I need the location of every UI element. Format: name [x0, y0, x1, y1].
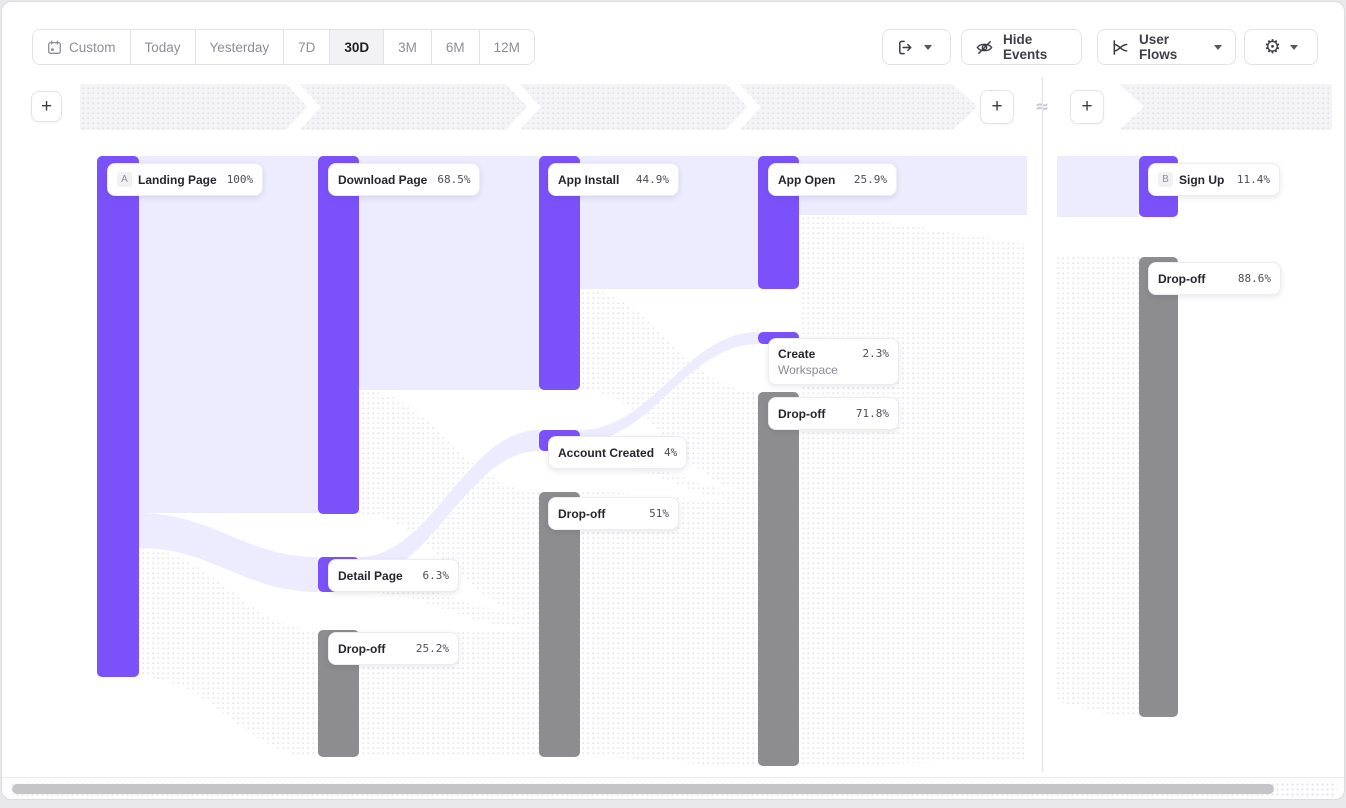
- calendar-icon: [48, 39, 61, 54]
- node-bar-download[interactable]: [318, 156, 359, 514]
- node-card-workspace[interactable]: Create 2.3% Workspace: [768, 338, 899, 385]
- chevron-down-icon: [924, 44, 932, 50]
- flow-landing-to-dropoff1: [139, 548, 318, 757]
- date-range-12m[interactable]: 12M: [479, 30, 534, 64]
- date-range-yesterday[interactable]: Yesterday: [195, 30, 285, 64]
- node-percent: 25.9%: [853, 173, 887, 186]
- add-step-button-after-a[interactable]: +: [980, 90, 1014, 124]
- node-percent: 6.3%: [422, 569, 450, 582]
- export-icon: [899, 40, 912, 54]
- step-band-a[interactable]: [80, 77, 978, 137]
- step-chevron-separator: [726, 77, 761, 137]
- node-card-dropoff3[interactable]: Drop-off 71.8%: [768, 397, 899, 430]
- date-range-label: Yesterday: [209, 39, 270, 55]
- date-range-custom[interactable]: Custom: [33, 30, 131, 64]
- node-title: Account Created: [558, 445, 655, 460]
- node-title: Landing Page: [138, 172, 217, 187]
- node-card-signup[interactable]: B Sign Up 11.4%: [1148, 163, 1280, 196]
- gear-icon: ⚙: [1263, 35, 1282, 58]
- node-card-landing[interactable]: A Landing Page 100%: [107, 163, 264, 196]
- hide-events-button[interactable]: Hide Events: [961, 29, 1082, 65]
- dropoff-flows: [139, 215, 1139, 766]
- chevron-down-icon: [1214, 44, 1222, 50]
- chevron-down-icon: [1290, 44, 1299, 50]
- node-percent: 25.2%: [415, 642, 449, 655]
- date-range-label: 7D: [298, 39, 316, 55]
- date-range-today[interactable]: Today: [130, 30, 196, 64]
- node-card-dropoff1[interactable]: Drop-off 25.2%: [328, 632, 459, 665]
- add-step-button-before-b[interactable]: +: [1070, 90, 1104, 124]
- date-range-label: 6M: [445, 39, 465, 55]
- horizontal-scrollbar-thumb[interactable]: [12, 784, 1274, 794]
- node-card-account[interactable]: Account Created 4%: [548, 436, 688, 469]
- node-percent: 2.3%: [862, 347, 890, 360]
- node-percent: 51%: [649, 507, 669, 520]
- node-card-detail[interactable]: Detail Page 6.3%: [328, 559, 459, 592]
- view-selector-label: User Flows: [1139, 32, 1178, 62]
- step-letter-chip: B: [1158, 172, 1173, 187]
- flow-left-edge-to-dropoff4: [1057, 254, 1139, 717]
- view-selector-button[interactable]: User Flows: [1097, 29, 1236, 65]
- flow-detail-to-account: [359, 430, 539, 578]
- flow-landing-to-download: [139, 156, 318, 513]
- node-percent: 71.8%: [855, 407, 889, 420]
- node-percent: 100%: [226, 173, 254, 186]
- node-card-dropoff4[interactable]: Drop-off 88.6%: [1148, 262, 1281, 295]
- step-chevron-separator: [506, 77, 541, 137]
- node-card-download[interactable]: Download Page 68.5%: [328, 163, 481, 196]
- node-title: Drop-off: [338, 641, 386, 656]
- date-range-segmented-control: Custom Today Yesterday 7D 30D 3M 6M 12M: [32, 29, 535, 65]
- node-title: Sign Up: [1179, 172, 1225, 187]
- node-percent: 88.6%: [1237, 272, 1271, 285]
- date-range-30d[interactable]: 30D: [330, 30, 385, 64]
- node-percent: 11.4%: [1236, 173, 1270, 186]
- flow-account-to-workspace: [580, 332, 758, 442]
- date-range-7d[interactable]: 7D: [284, 30, 331, 64]
- date-range-3m[interactable]: 3M: [384, 30, 432, 64]
- step-letter-chip: A: [117, 172, 132, 187]
- settings-button[interactable]: ⚙: [1244, 29, 1318, 65]
- node-bar-dropoff4[interactable]: [1139, 257, 1178, 717]
- node-title: Detail Page: [338, 568, 403, 583]
- node-card-dropoff2[interactable]: Drop-off 51%: [548, 497, 679, 530]
- flow-download-to-appinstall: [359, 156, 539, 390]
- node-title: App Install: [558, 172, 620, 187]
- hide-events-label: Hide Events: [1003, 32, 1048, 62]
- node-title: Drop-off: [778, 406, 826, 421]
- node-title: Download Page: [338, 172, 428, 187]
- date-range-label: Custom: [69, 39, 116, 55]
- date-range-label: Today: [144, 39, 181, 55]
- node-title-line2: Workspace: [778, 362, 838, 377]
- export-button[interactable]: [882, 29, 951, 65]
- node-bar-dropoff3[interactable]: [758, 392, 799, 766]
- step-chevron-separator: [286, 77, 321, 137]
- node-bar-dropoff2[interactable]: [539, 492, 580, 757]
- date-range-6m[interactable]: 6M: [431, 30, 480, 64]
- node-title: App Open: [778, 172, 836, 187]
- flow-stepA-to-right-edge: [799, 215, 1027, 766]
- flow-dropoff2-to-dropoff3: [580, 492, 758, 766]
- user-flows-chart-icon: [1113, 39, 1128, 55]
- date-range-label: 3M: [398, 39, 417, 55]
- node-bar-landing[interactable]: [97, 156, 139, 677]
- flow-landing-to-detail: [139, 513, 318, 592]
- node-card-appopen[interactable]: App Open 25.9%: [768, 163, 897, 196]
- horizontal-scrollbar-track[interactable]: [10, 782, 1337, 796]
- add-step-button-left[interactable]: +: [31, 91, 62, 122]
- node-card-appinstall[interactable]: App Install 44.9%: [548, 163, 679, 196]
- node-percent: 44.9%: [635, 173, 669, 186]
- node-percent: 4%: [664, 446, 678, 459]
- node-title: Drop-off: [558, 506, 606, 521]
- bottom-strip: [2, 777, 1344, 799]
- date-range-label: 30D: [344, 39, 370, 55]
- eye-off-icon: [976, 40, 993, 54]
- flow-left-edge-to-signup: [1057, 156, 1139, 217]
- node-percent: 68.5%: [437, 173, 471, 186]
- node-title: Create: [778, 346, 816, 361]
- node-title: Drop-off: [1158, 271, 1206, 286]
- step-band-b[interactable]: [1119, 84, 1332, 130]
- date-range-label: 12M: [493, 39, 520, 55]
